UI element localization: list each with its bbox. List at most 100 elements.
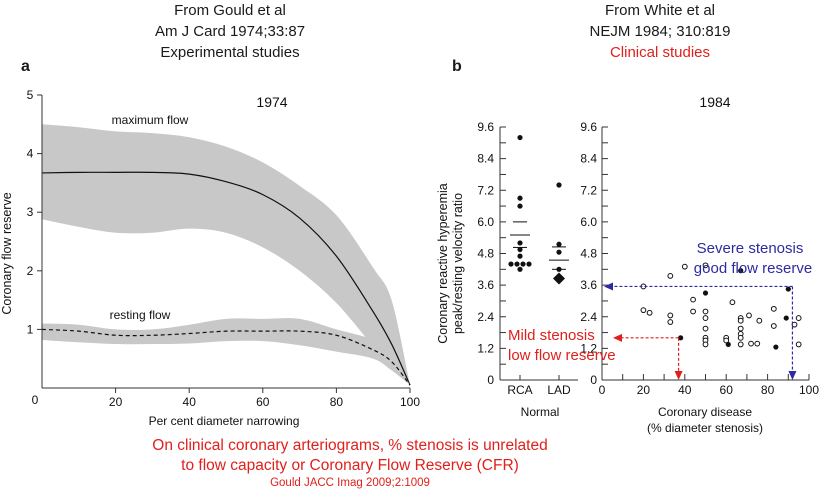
y-tick-label: 8.4 [580, 152, 597, 166]
severe-arrowhead-down [788, 371, 797, 380]
open-data-point [737, 325, 744, 332]
mild-stenosis-label-line1: Mild stenosis [508, 327, 595, 344]
y-tick-label: 7.2 [580, 183, 597, 197]
data-point-rca [517, 240, 523, 246]
filled-data-point [783, 315, 789, 321]
open-data-point [729, 299, 736, 306]
x-axis-label: Per cent diameter narrowing [149, 414, 300, 428]
filled-data-point [785, 286, 791, 292]
open-data-point [748, 340, 754, 347]
y-tick-label: 3.6 [477, 278, 494, 292]
open-data-point [770, 323, 777, 329]
y-tick-label: 9.6 [477, 120, 494, 134]
panel-label-a: a [21, 58, 30, 75]
data-point-lad [556, 249, 562, 255]
y-axis-label-line1: Coronary reactive hyperemia [436, 183, 450, 344]
open-data-point [795, 315, 802, 321]
left-header-line2: Am J Card 1974;33:87 [154, 23, 306, 40]
open-data-point [702, 341, 709, 348]
x-tick-label: 60 [256, 395, 270, 409]
panel-b-disease-chart: 1984 0 1.2 2.4 3.6 4.8 6.0 7.2 8.4 9.6 0 20 40 60 80 10… [508, 94, 819, 435]
open-data-point [791, 321, 798, 328]
open-data-point [667, 273, 674, 279]
open-data-point [737, 334, 744, 341]
open-data-point [770, 305, 777, 312]
chart-title-1984: 1984 [699, 94, 730, 110]
x-tick-label: 40 [678, 383, 692, 397]
x-tick-label: 80 [330, 395, 344, 409]
footer-citation: Gould JACC Imag 2009;2:1009 [270, 477, 430, 489]
data-point-rca [517, 266, 523, 272]
data-point-rca [517, 253, 523, 259]
x-tick-label: 20 [637, 383, 651, 397]
filled-data-point [738, 268, 744, 274]
left-header-line3: Experimental studies [160, 44, 300, 61]
open-data-point [737, 317, 744, 324]
y-tick-label: 1.2 [580, 341, 597, 355]
y-axis-label-line2: peak/resting velocity ratio [451, 193, 465, 334]
y-tick-label: 8.4 [477, 152, 494, 166]
open-data-point [795, 341, 802, 348]
open-data-point [667, 319, 674, 325]
open-data-point [754, 340, 761, 347]
open-data-point [702, 325, 709, 332]
y-tick-label: 4.8 [477, 247, 494, 261]
panel-a-chart: maximum flow resting flow 1974 1 2 3 4 5 0 20 40 60… [0, 88, 420, 428]
data-point-rca [517, 246, 523, 253]
open-data-point [702, 308, 709, 315]
data-point-rca [520, 261, 526, 267]
filled-data-point [725, 341, 731, 348]
right-header-line2: NEJM 1984; 310:819 [589, 23, 731, 40]
severe-stenosis-label-line1: Severe stenosis [697, 240, 804, 257]
y-tick-label: 3 [27, 205, 34, 219]
y-tick-label: 3.6 [580, 278, 597, 292]
left-header-line1: From Gould et al [174, 2, 286, 19]
open-data-point [737, 341, 744, 348]
open-data-point [681, 263, 688, 270]
open-data-point [756, 317, 763, 324]
filled-data-point [678, 335, 684, 341]
series-label-resting-flow: resting flow [110, 308, 171, 322]
footer-line2: to flow capacity or Coronary Flow Reserv… [181, 457, 519, 474]
data-point-lad [556, 241, 562, 247]
line-resting-flow [41, 328, 411, 386]
y-tick-label: 2.4 [580, 310, 597, 324]
open-data-point [702, 262, 709, 269]
data-point-rca [514, 261, 520, 267]
chart-title-1974: 1974 [256, 94, 287, 110]
x-axis-label-normal: Normal [521, 405, 560, 419]
severe-arrowhead-left [604, 282, 613, 291]
x-tick-label: 20 [109, 395, 123, 409]
data-point-rca [526, 261, 532, 267]
line-maximum-flow [41, 171, 411, 386]
x-tick-label: 100 [400, 395, 420, 409]
x-axis-label: Coronary disease [658, 405, 752, 419]
filled-data-point [773, 344, 779, 350]
data-point-lad [556, 182, 562, 188]
mild-arrowhead-down [674, 371, 683, 380]
left-header: From Gould et al Am J Card 1974;33:87 Ex… [110, 0, 350, 63]
x-tick-label: 100 [799, 383, 819, 397]
data-point-rca [517, 203, 523, 209]
open-data-point [702, 315, 709, 321]
y-axis-label: Coronary flow reserve [0, 192, 14, 314]
footer-line1: On clinical coronary arteriograms, % ste… [152, 437, 548, 454]
y-tick-label: 6.0 [580, 215, 597, 229]
band-resting-flow [42, 318, 410, 386]
y-tick-label: 1 [27, 322, 34, 336]
y-tick-label: 6.0 [477, 215, 494, 229]
y-tick-label: 4.8 [580, 247, 597, 261]
x-tick-label: 40 [183, 395, 197, 409]
data-point-rca [517, 134, 523, 141]
x-tick-label: 80 [761, 383, 775, 397]
y-tick-label: 4 [27, 147, 34, 161]
data-point-rca [508, 261, 514, 267]
y-tick-label: 2 [27, 264, 34, 278]
panel-b-normal-chart: 0 1.2 2.4 3.6 4.8 6.0 7.2 8.4 9.6 RCA LAD Normal Cor… [436, 120, 578, 419]
x-tick-label: 0 [32, 393, 39, 407]
right-header-line1: From White et al [604, 2, 716, 19]
y-tick-label: 5 [27, 88, 34, 102]
open-data-point [646, 309, 653, 316]
filled-data-point [702, 290, 709, 296]
